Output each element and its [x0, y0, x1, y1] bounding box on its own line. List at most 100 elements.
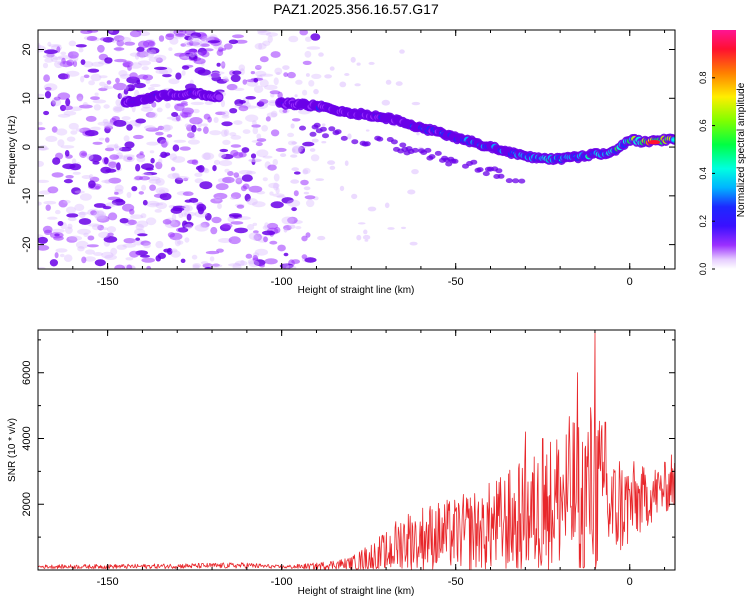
heatmap-noise-cell [72, 171, 81, 175]
heatmap-noise-cell [87, 235, 95, 241]
heatmap-ridge-cell [322, 133, 329, 139]
heatmap-noise-cell [291, 167, 300, 172]
heatmap-noise-cell [242, 183, 250, 190]
heatmap-noise-cell [254, 42, 267, 50]
heatmap-noise-cell [44, 57, 54, 63]
heatmap-noise-cell [129, 30, 142, 38]
heatmap-noise-cell [254, 65, 262, 70]
heatmap-ridge-cell [299, 125, 306, 131]
heatmap-noise-cell [42, 62, 49, 69]
heatmap-noise-cell [228, 236, 241, 245]
heatmap-noise-cell [149, 150, 155, 154]
heatmap-noise-cell [139, 51, 145, 59]
heatmap-noise-cell [194, 224, 209, 232]
heatmap-noise-cell [154, 209, 162, 213]
colorbar-tick-label: 0.4 [698, 167, 708, 180]
heatmap-noise-cell [166, 247, 173, 255]
heatmap-noise-cell [65, 206, 76, 214]
heatmap-noise-cell [38, 179, 49, 183]
y-tick-label: -20 [21, 237, 33, 253]
heatmap-noise-cell [42, 225, 53, 234]
spectrogram-frame [37, 29, 676, 270]
heatmap-noise-cell [253, 230, 259, 234]
heatmap-noise-cell [255, 70, 267, 77]
heatmap-noise-cell [184, 237, 190, 243]
heatmap-ridge-cell [428, 154, 436, 160]
heatmap-noise-cell [45, 135, 58, 142]
heatmap-noise-cell [67, 51, 79, 59]
heatmap-noise-cell [181, 204, 190, 213]
heatmap-noise-cell [173, 139, 187, 143]
heatmap-noise-cell [305, 73, 310, 77]
heatmap-noise-cell [216, 248, 224, 253]
heatmap-noise-cell [399, 49, 405, 54]
heatmap-noise-cell [220, 62, 226, 66]
heatmap-noise-cell [47, 41, 52, 47]
heatmap-noise-cell [53, 235, 64, 241]
heatmap-noise-cell [184, 35, 193, 41]
heatmap-noise-cell [155, 131, 164, 136]
heatmap-noise-cell [155, 57, 163, 63]
heatmap-noise-cell [38, 127, 46, 131]
heatmap-noise-cell [160, 151, 168, 158]
heatmap-noise-cell [75, 128, 84, 132]
heatmap-noise-cell [136, 220, 149, 228]
heatmap-noise-cell [253, 85, 264, 93]
heatmap-noise-cell [96, 210, 105, 216]
heatmap-noise-cell [43, 54, 52, 59]
heatmap-noise-cell [194, 172, 203, 177]
heatmap-noise-cell [224, 168, 230, 173]
heatmap-noise-cell [259, 56, 269, 63]
heatmap-noise-cell [168, 78, 180, 85]
heatmap-noise-cell [241, 147, 250, 153]
heatmap-ridge-cell [399, 142, 407, 148]
heatmap-ridge-cell [313, 122, 321, 128]
heatmap-noise-cell [65, 98, 71, 107]
heatmap-noise-cell [127, 64, 132, 71]
heatmap-noise-cell [116, 39, 125, 47]
heatmap-noise-cell [43, 110, 50, 116]
heatmap-noise-cell [172, 144, 180, 152]
heatmap-noise-cell [151, 101, 157, 108]
heatmap-noise-cell [233, 172, 240, 178]
heatmap-noise-cell [222, 76, 229, 82]
heatmap-noise-cell [170, 166, 176, 172]
heatmap-noise-cell [103, 236, 118, 243]
heatmap-noise-cell [189, 117, 203, 125]
heatmap-noise-cell [354, 83, 361, 87]
heatmap-noise-cell [214, 196, 221, 202]
heatmap-noise-cell [85, 115, 97, 122]
heatmap-noise-cell [124, 85, 129, 91]
y-tick-label: 0 [21, 144, 33, 150]
heatmap-noise-cell [65, 175, 74, 179]
heatmap-noise-cell [110, 247, 118, 256]
heatmap-noise-cell [75, 240, 89, 249]
heatmap-noise-cell [275, 147, 287, 152]
heatmap-noise-cell [107, 232, 114, 237]
heatmap-noise-cell [290, 154, 298, 158]
heatmap-noise-cell [71, 187, 81, 195]
heatmap-noise-cell [90, 96, 100, 100]
heatmap-noise-cell [220, 129, 228, 137]
heatmap-noise-cell [171, 112, 179, 117]
y-tick-label: 20 [21, 43, 33, 55]
heatmap-noise-cell [191, 254, 198, 260]
heatmap-noise-cell [247, 224, 255, 231]
heatmap-noise-cell [99, 75, 108, 79]
heatmap-noise-cell [221, 121, 233, 127]
heatmap-noise-cell [246, 198, 258, 206]
heatmap-noise-cell [258, 43, 263, 50]
heatmap-noise-cell [219, 160, 233, 167]
heatmap-noise-cell [190, 32, 202, 39]
heatmap-noise-cell [300, 179, 309, 186]
heatmap-noise-cell [197, 127, 202, 132]
heatmap-noise-cell [180, 43, 187, 47]
heatmap-noise-cell [98, 231, 111, 239]
heatmap-noise-cell [133, 82, 146, 89]
heatmap-noise-cell [215, 111, 226, 116]
heatmap-noise-cell [111, 199, 126, 206]
heatmap-noise-cell [367, 206, 377, 212]
heatmap-noise-cell [344, 73, 350, 76]
heatmap-noise-cell [301, 235, 308, 242]
heatmap-ridge-cell [328, 126, 336, 132]
